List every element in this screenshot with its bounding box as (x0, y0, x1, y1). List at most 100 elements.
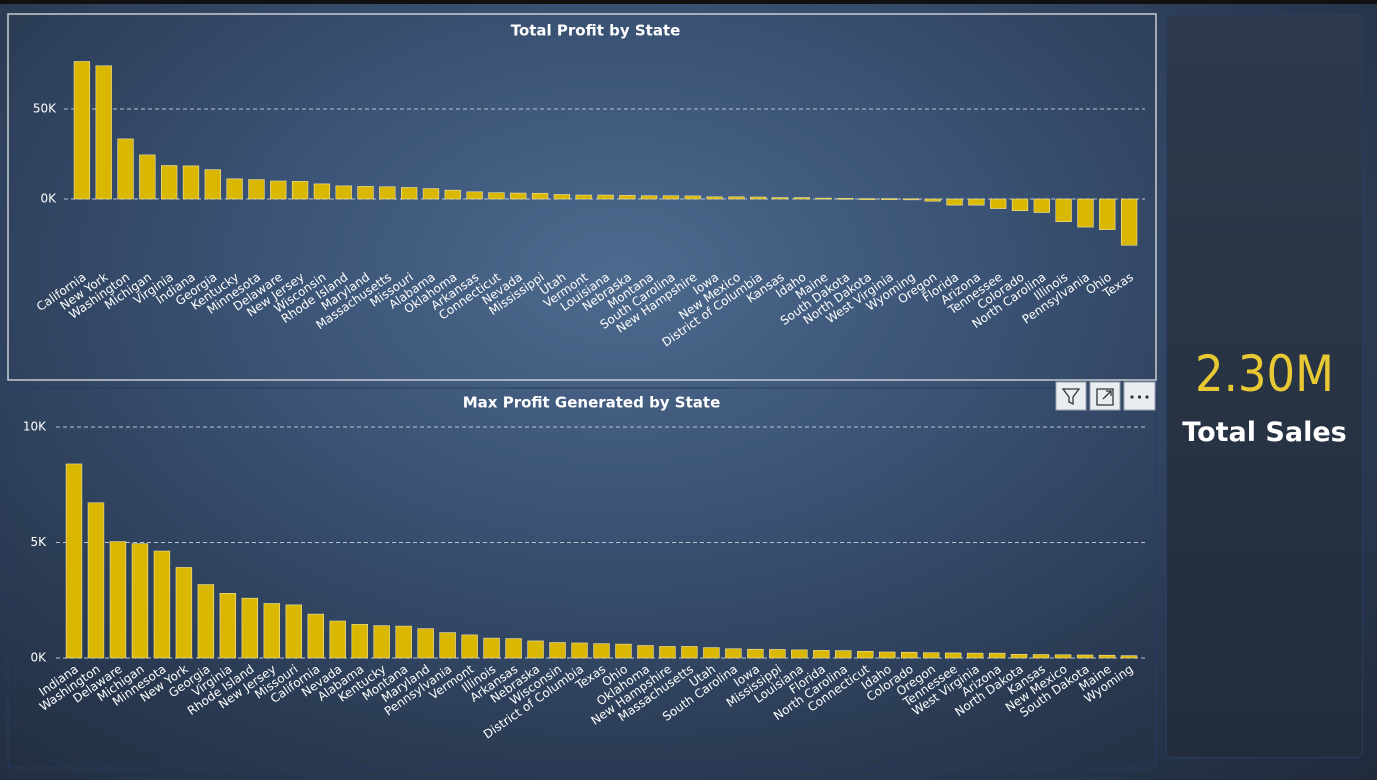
bar (597, 194, 614, 200)
bar (241, 597, 259, 659)
bar (944, 652, 962, 659)
bar (619, 195, 636, 200)
bar (1120, 198, 1138, 246)
bar (117, 138, 134, 200)
bar (1033, 198, 1050, 213)
bar (285, 604, 302, 659)
chart-frame (7, 13, 1157, 381)
bar (182, 165, 200, 200)
bar (966, 652, 984, 659)
bar (684, 195, 701, 200)
bar (527, 640, 544, 659)
bar (95, 65, 112, 200)
bar (357, 186, 374, 200)
bar (725, 648, 742, 659)
bar (593, 643, 610, 659)
top-bar (0, 0, 1377, 4)
bar (750, 196, 767, 200)
bar (549, 642, 566, 659)
bar (771, 197, 789, 200)
bar (161, 165, 178, 200)
more-dot (1145, 395, 1149, 399)
bar (270, 180, 287, 200)
bar (681, 646, 698, 659)
more-dot (1137, 395, 1142, 399)
bar (706, 196, 723, 200)
bar (87, 502, 105, 659)
chart-title: Total Profit by State (511, 22, 681, 40)
bar (880, 198, 898, 200)
bar (571, 642, 588, 659)
bar (351, 623, 368, 659)
bar (400, 187, 418, 200)
bar (65, 463, 83, 659)
bar (139, 154, 156, 200)
bar (444, 189, 461, 200)
bar (461, 634, 478, 659)
bar (219, 593, 237, 659)
bar (662, 195, 680, 200)
kpi-label: Total Sales (1182, 417, 1347, 448)
visual-header (1055, 381, 1156, 411)
bar (510, 192, 527, 200)
y-tick-label: 5K (30, 535, 47, 549)
bar (879, 651, 896, 659)
kpi-value: 2.30M (1195, 345, 1334, 403)
bar (1010, 654, 1028, 659)
y-tick-label: 0K (30, 651, 47, 665)
bar (248, 179, 265, 200)
bar (1098, 654, 1116, 659)
bar (313, 183, 331, 200)
bar (204, 169, 221, 200)
bar (857, 651, 874, 659)
y-tick-label: 10K (23, 420, 47, 434)
bar (307, 613, 324, 659)
y-tick-label: 0K (40, 192, 57, 206)
bar (922, 652, 940, 659)
bar (531, 192, 549, 200)
bar (335, 185, 352, 200)
bar (859, 198, 876, 200)
bar (813, 650, 830, 659)
bar (291, 181, 309, 200)
bar (1099, 198, 1116, 230)
bar (793, 197, 811, 200)
bar (640, 195, 658, 200)
bar (175, 567, 193, 659)
chart-frame (7, 387, 1157, 769)
bar (728, 196, 745, 200)
bar (1077, 198, 1094, 228)
bar (422, 188, 440, 200)
kpi-card: 2.30M Total Sales (1166, 14, 1363, 758)
bar (946, 198, 963, 206)
chart-title: Max Profit Generated by State (463, 394, 721, 412)
bar (1076, 654, 1094, 659)
bar (1054, 654, 1072, 659)
bar (131, 543, 149, 659)
bar (769, 649, 786, 659)
bar (575, 194, 592, 200)
bar (373, 625, 390, 659)
bar (379, 186, 396, 200)
bar (553, 194, 571, 200)
bar (466, 191, 483, 200)
bar (263, 603, 281, 659)
bar (747, 648, 764, 659)
bar (901, 651, 918, 659)
bar (483, 637, 500, 659)
bar (815, 197, 832, 200)
bar (226, 178, 243, 200)
filter-button[interactable] (1055, 381, 1087, 411)
bar (488, 192, 505, 200)
bar (924, 198, 941, 202)
bar (791, 649, 808, 659)
bar (835, 650, 852, 659)
bar (837, 197, 854, 200)
charts: Total Profit by State0K50KCaliforniaNew … (7, 13, 1157, 769)
filter-icon (1061, 388, 1081, 406)
bar (1032, 654, 1050, 659)
focus-icon (1096, 388, 1114, 406)
focus-button[interactable] (1089, 381, 1121, 411)
bar (505, 638, 522, 659)
